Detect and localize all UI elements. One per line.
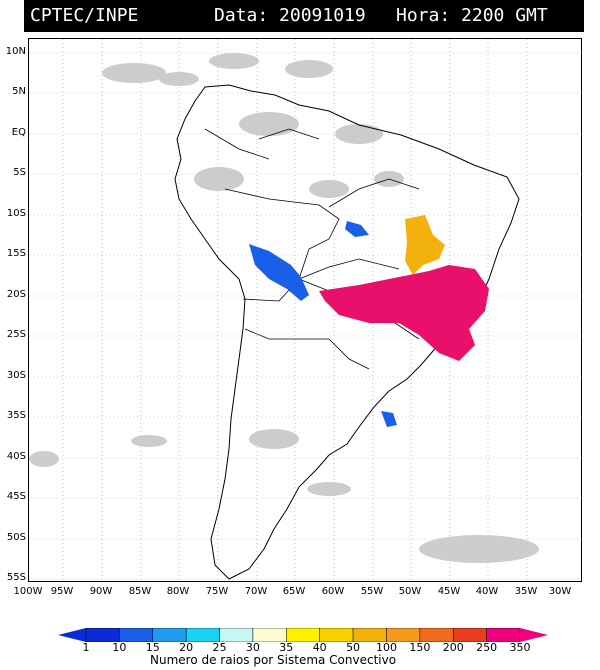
scale-tick-label: 250 [476, 641, 498, 654]
lat-label: 20S [6, 289, 26, 300]
scale-tick-label: 30 [245, 641, 260, 654]
lat-label: 10N [5, 46, 26, 57]
lon-label: 65W [282, 586, 306, 597]
scale-cells [85, 628, 521, 642]
scale-cell [286, 628, 320, 642]
lon-label: 45W [437, 586, 461, 597]
lat-label: 40S [6, 451, 26, 462]
scale-tick-label: 200 [442, 641, 464, 654]
system-blue-center [345, 221, 369, 237]
lightning-systems [249, 215, 489, 427]
lon-label: 60W [321, 586, 345, 597]
scale-cell [219, 628, 254, 642]
scale-tick-label: 35 [279, 641, 294, 654]
scale-tick-label: 40 [312, 641, 327, 654]
system-blue-west [249, 244, 309, 301]
hour-label: Hora: 2200 GMT [396, 5, 548, 26]
map-panel [28, 38, 583, 583]
scale-cell [152, 628, 187, 642]
lon-label: 40W [475, 586, 499, 597]
title-bar: CPTEC/INPE Data: 20091019 Hora: 2200 GMT [24, 0, 584, 32]
lat-label: 5S [13, 167, 26, 178]
continent-outline [174, 84, 520, 580]
lat-label: EQ [11, 127, 26, 138]
lat-label: 30S [6, 370, 26, 381]
lon-label: 90W [89, 586, 113, 597]
scale-cell [386, 628, 421, 642]
lon-label: 50W [398, 586, 422, 597]
scale-cell [252, 628, 287, 642]
lon-label: 75W [205, 586, 229, 597]
lat-label: 10S [6, 208, 26, 219]
system-magenta [319, 265, 489, 361]
scale-right-arrow [520, 628, 548, 642]
grid [29, 39, 583, 583]
scale-tick-label: 1 [82, 641, 90, 654]
lat-label: 5N [12, 86, 26, 97]
scale-tick-label: 150 [409, 641, 431, 654]
lat-label: 45S [6, 491, 26, 502]
country-borders [204, 128, 420, 370]
map-svg [29, 39, 583, 583]
system-orange [405, 215, 445, 275]
scale-tick-label: 20 [179, 641, 194, 654]
color-scale [58, 628, 548, 642]
scale-cell [85, 628, 120, 642]
scale-cell [185, 628, 220, 642]
lon-label: 30W [548, 586, 572, 597]
lat-label: 25S [6, 329, 26, 340]
scale-cell [419, 628, 454, 642]
scale-cell [486, 628, 521, 642]
scale-tick-label: 10 [112, 641, 127, 654]
lat-label: 35S [6, 410, 26, 421]
scale-cell [452, 628, 487, 642]
lat-label: 15S [6, 248, 26, 259]
lon-label: 35W [514, 586, 538, 597]
lat-label: 55S [6, 572, 26, 583]
lat-label: 50S [6, 532, 26, 543]
lon-label: 70W [244, 586, 268, 597]
scale-tick-label: 25 [212, 641, 227, 654]
lon-label: 95W [50, 586, 74, 597]
scale-title: Numero de raios por Sistema Convectivo [150, 653, 397, 667]
scale-left-arrow [58, 628, 86, 642]
lon-label: 85W [128, 586, 152, 597]
date-label: Data: 20091019 [214, 5, 366, 26]
lon-label: 55W [360, 586, 384, 597]
source-label: CPTEC/INPE [30, 5, 139, 26]
system-blue-south [381, 411, 397, 427]
scale-cell [119, 628, 154, 642]
scale-tick-label: 50 [346, 641, 361, 654]
cloud-cover [29, 53, 539, 563]
scale-cell [319, 628, 354, 642]
scale-tick-label: 15 [145, 641, 160, 654]
scale-tick-label: 350 [509, 641, 531, 654]
scale-tick-label: 100 [375, 641, 397, 654]
scale-cell [352, 628, 387, 642]
lon-label: 80W [166, 586, 190, 597]
lon-label: 100W [13, 586, 43, 597]
